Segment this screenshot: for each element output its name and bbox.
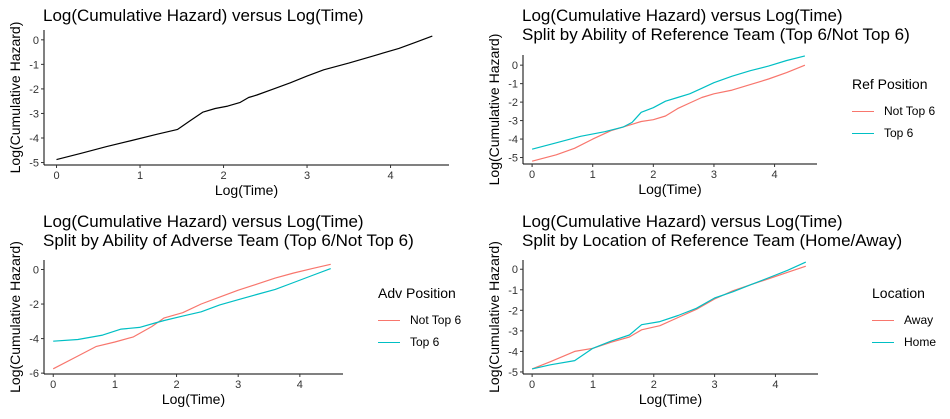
chart-title: Log(Cumulative Hazard) versus Log(Time): [522, 6, 843, 25]
y-tick-label: -5: [508, 153, 518, 165]
y-axis-label: Log(Cumulative Hazard): [7, 22, 23, 174]
y-tick-label: -3: [508, 326, 518, 338]
legend-key: [852, 132, 874, 134]
legend-item: Not Top 6: [852, 100, 935, 122]
y-tick-label: -2: [508, 97, 518, 109]
legend: Location Away Home: [872, 285, 936, 353]
y-tick-label: -2: [508, 305, 518, 317]
y-tick-label: -1: [508, 79, 518, 91]
series-line-home: [531, 261, 807, 370]
y-tick-label: 0: [512, 264, 518, 276]
chart-svg: 0 1 2 3 4 0 -1 -2 -3 -4 -5 Log(Time) Log(Cumulative …: [7, 22, 449, 198]
legend-title: Location: [872, 285, 925, 301]
x-axis-label: Log(Time): [639, 391, 702, 407]
y-tick-label: -4: [29, 133, 39, 145]
x-axis-label: Log(Time): [215, 182, 278, 198]
legend: Ref Position Not Top 6 Top 6: [852, 76, 935, 144]
x-tick-label: 3: [711, 169, 717, 181]
x-axis-label: Log(Time): [162, 391, 225, 407]
chart-title: Log(Cumulative Hazard) versus Log(Time): [522, 212, 843, 231]
y-axis-label: Log(Cumulative Hazard): [486, 241, 502, 393]
x-tick-label: 3: [235, 379, 241, 391]
series-line-top-6: [53, 268, 331, 342]
legend-item: Top 6: [378, 331, 461, 353]
y-tick-label: -5: [29, 158, 39, 170]
y-tick-label: -1: [508, 285, 518, 297]
y-axis-label: Log(Cumulative Hazard): [486, 34, 502, 186]
series-line-top-6: [531, 55, 806, 150]
chart-title: Log(Cumulative Hazard) versus Log(Time): [43, 6, 364, 25]
chart-subtitle: Split by Location of Reference Team (Hom…: [522, 231, 903, 250]
legend-label: Not Top 6: [410, 313, 462, 327]
x-tick-label: 2: [220, 170, 226, 182]
y-tick-label: -4: [508, 346, 518, 358]
x-tick-label: 1: [590, 379, 596, 391]
legend-item: Top 6: [852, 122, 935, 144]
series-line-not-top-6: [531, 64, 806, 162]
legend-label: Not Top 6: [884, 104, 936, 118]
legend-title: Adv Position: [378, 285, 456, 301]
legend-label: Away: [904, 313, 934, 327]
chart-panel-ref-position: Log(Cumulative Hazard) versus Log(Time) S…: [475, 0, 950, 205]
y-tick-label: -4: [508, 134, 518, 146]
y-tick-label: -2: [29, 84, 39, 96]
legend-item: Not Top 6: [378, 309, 461, 331]
y-tick-label: 0: [33, 265, 39, 277]
y-tick-label: 0: [512, 60, 518, 72]
legend-title: Ref Position: [852, 76, 928, 92]
x-tick-label: 0: [53, 170, 59, 182]
x-tick-label: 2: [650, 169, 656, 181]
series-line-not-top-6: [52, 263, 331, 370]
series-line-overall: [56, 35, 433, 161]
x-axis-label: Log(Time): [638, 181, 701, 197]
y-tick-label: -4: [29, 334, 39, 346]
legend-key: [872, 319, 894, 321]
x-tick-label: 1: [137, 170, 143, 182]
y-tick-label: -5: [508, 367, 518, 379]
x-tick-label: 1: [590, 169, 596, 181]
x-tick-label: 3: [712, 379, 718, 391]
y-tick-label: -3: [29, 108, 39, 120]
x-tick-label: 4: [387, 170, 393, 182]
legend-key: [378, 319, 400, 321]
chart-panel-overall: Log(Cumulative Hazard) versus Log(Time) 0…: [0, 0, 470, 205]
chart-title: Log(Cumulative Hazard) versus Log(Time): [43, 212, 364, 231]
y-tick-label: -2: [29, 299, 39, 311]
chart-subtitle: Split by Ability of Adverse Team (Top 6/…: [43, 231, 414, 250]
legend-label: Top 6: [884, 126, 914, 140]
x-tick-label: 2: [651, 379, 657, 391]
y-tick-label: -3: [508, 116, 518, 128]
y-tick-label: -6: [29, 368, 39, 380]
y-axis-label: Log(Cumulative Hazard): [7, 241, 23, 393]
x-tick-label: 4: [772, 169, 778, 181]
x-tick-label: 4: [772, 379, 778, 391]
series-line-away: [531, 265, 806, 370]
y-tick-label: 0: [33, 35, 39, 47]
chart-svg: 0 1 2 3 4 0 -1 -2 -3 -4 -5 Log(Time) Log(Cumulative …: [486, 241, 818, 407]
x-tick-label: 4: [297, 379, 303, 391]
chart-svg: 0 1 2 3 4 0 -2 -4 -6 Log(Time) Log(Cumulative Haza…: [7, 241, 343, 407]
legend-key: [378, 341, 400, 343]
legend-key: [852, 110, 874, 112]
legend-item: Away: [872, 309, 936, 331]
legend-label: Home: [904, 335, 937, 349]
legend: Adv Position Not Top 6 Top 6: [378, 285, 461, 353]
legend-item: Home: [872, 331, 936, 353]
x-tick-label: 0: [529, 379, 535, 391]
x-tick-label: 0: [529, 169, 535, 181]
legend-key: [872, 341, 894, 343]
chart-subtitle: Split by Ability of Reference Team (Top …: [522, 25, 910, 44]
x-tick-label: 0: [50, 379, 56, 391]
y-tick-label: -1: [29, 59, 39, 71]
chart-svg: 0 1 2 3 4 0 -1 -2 -3 -4 -5 Log(Time) Log(Cumulative …: [486, 34, 817, 197]
x-tick-label: 2: [173, 379, 179, 391]
chart-panel-adv-position: Log(Cumulative Hazard) versus Log(Time) S…: [0, 208, 470, 419]
legend-label: Top 6: [410, 335, 440, 349]
x-tick-label: 1: [112, 379, 118, 391]
chart-panel-location: Log(Cumulative Hazard) versus Log(Time) S…: [475, 208, 950, 419]
x-tick-label: 3: [304, 170, 310, 182]
